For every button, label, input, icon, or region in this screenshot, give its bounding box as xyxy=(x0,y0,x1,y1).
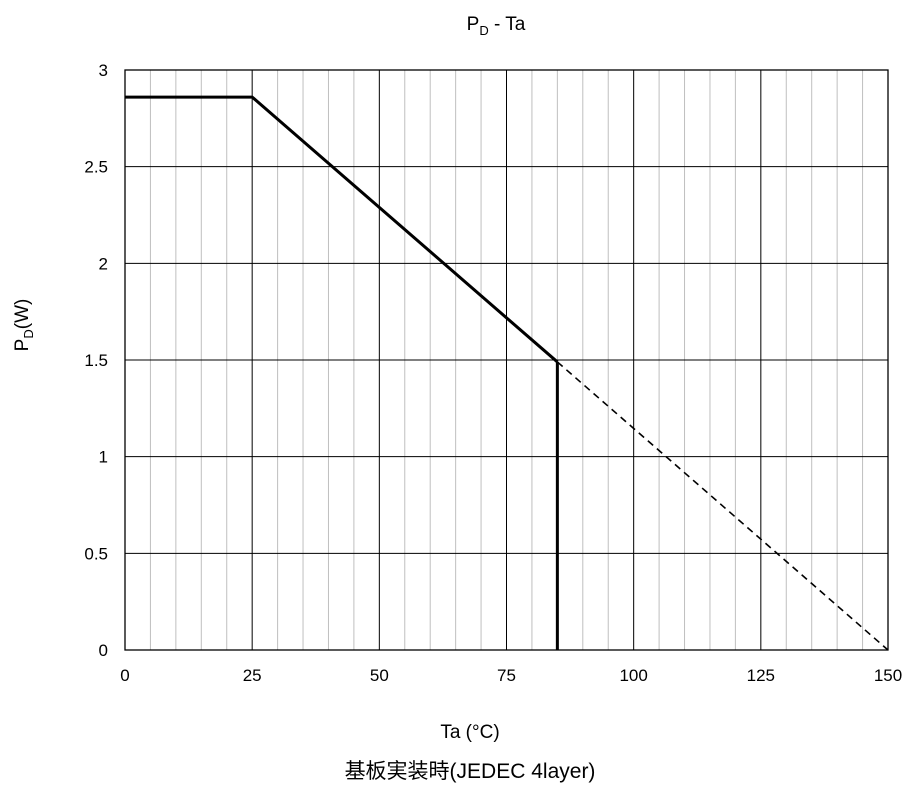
x-tick-labels: 0 25 50 75 100 125 150 xyxy=(120,666,902,685)
y-tick-label: 1 xyxy=(99,448,108,467)
series-line-3 xyxy=(556,361,889,651)
y-tick-labels: 0 0.5 1 1.5 2 2.5 3 xyxy=(84,61,108,660)
x-tick-label: 150 xyxy=(874,666,902,685)
x-tick-label: 25 xyxy=(243,666,262,685)
chart-title: PD - Ta xyxy=(467,14,526,38)
y-tick-label: 2.5 xyxy=(84,158,108,177)
plot-frame xyxy=(124,69,889,651)
x-tick-label: 125 xyxy=(747,666,775,685)
x-tick-label: 50 xyxy=(370,666,389,685)
chart-title-subscript: D xyxy=(479,23,488,38)
x-tick-label: 75 xyxy=(497,666,516,685)
series-layer xyxy=(125,95,889,651)
y-axis-title-rest: (W) xyxy=(12,299,33,330)
y-tick-label: 0.5 xyxy=(84,544,108,563)
y-tick-label: 3 xyxy=(99,61,108,80)
x-tick-label: 100 xyxy=(619,666,647,685)
series-line-1 xyxy=(125,95,559,364)
y-tick-label: 1.5 xyxy=(84,351,108,370)
x-tick-label: 0 xyxy=(120,666,129,685)
y-axis-title: PD(W) xyxy=(12,299,36,352)
y-axis-title-subscript: D xyxy=(21,329,36,338)
y-tick-label: 2 xyxy=(99,254,108,273)
chart-title-rest: - Ta xyxy=(489,14,526,35)
x-axis-title: Ta (°C) xyxy=(440,722,499,743)
y-tick-label: 0 xyxy=(99,641,108,660)
chart-caption: 基板実装時(JEDEC 4layer) xyxy=(345,760,596,783)
major-grid xyxy=(125,70,888,650)
